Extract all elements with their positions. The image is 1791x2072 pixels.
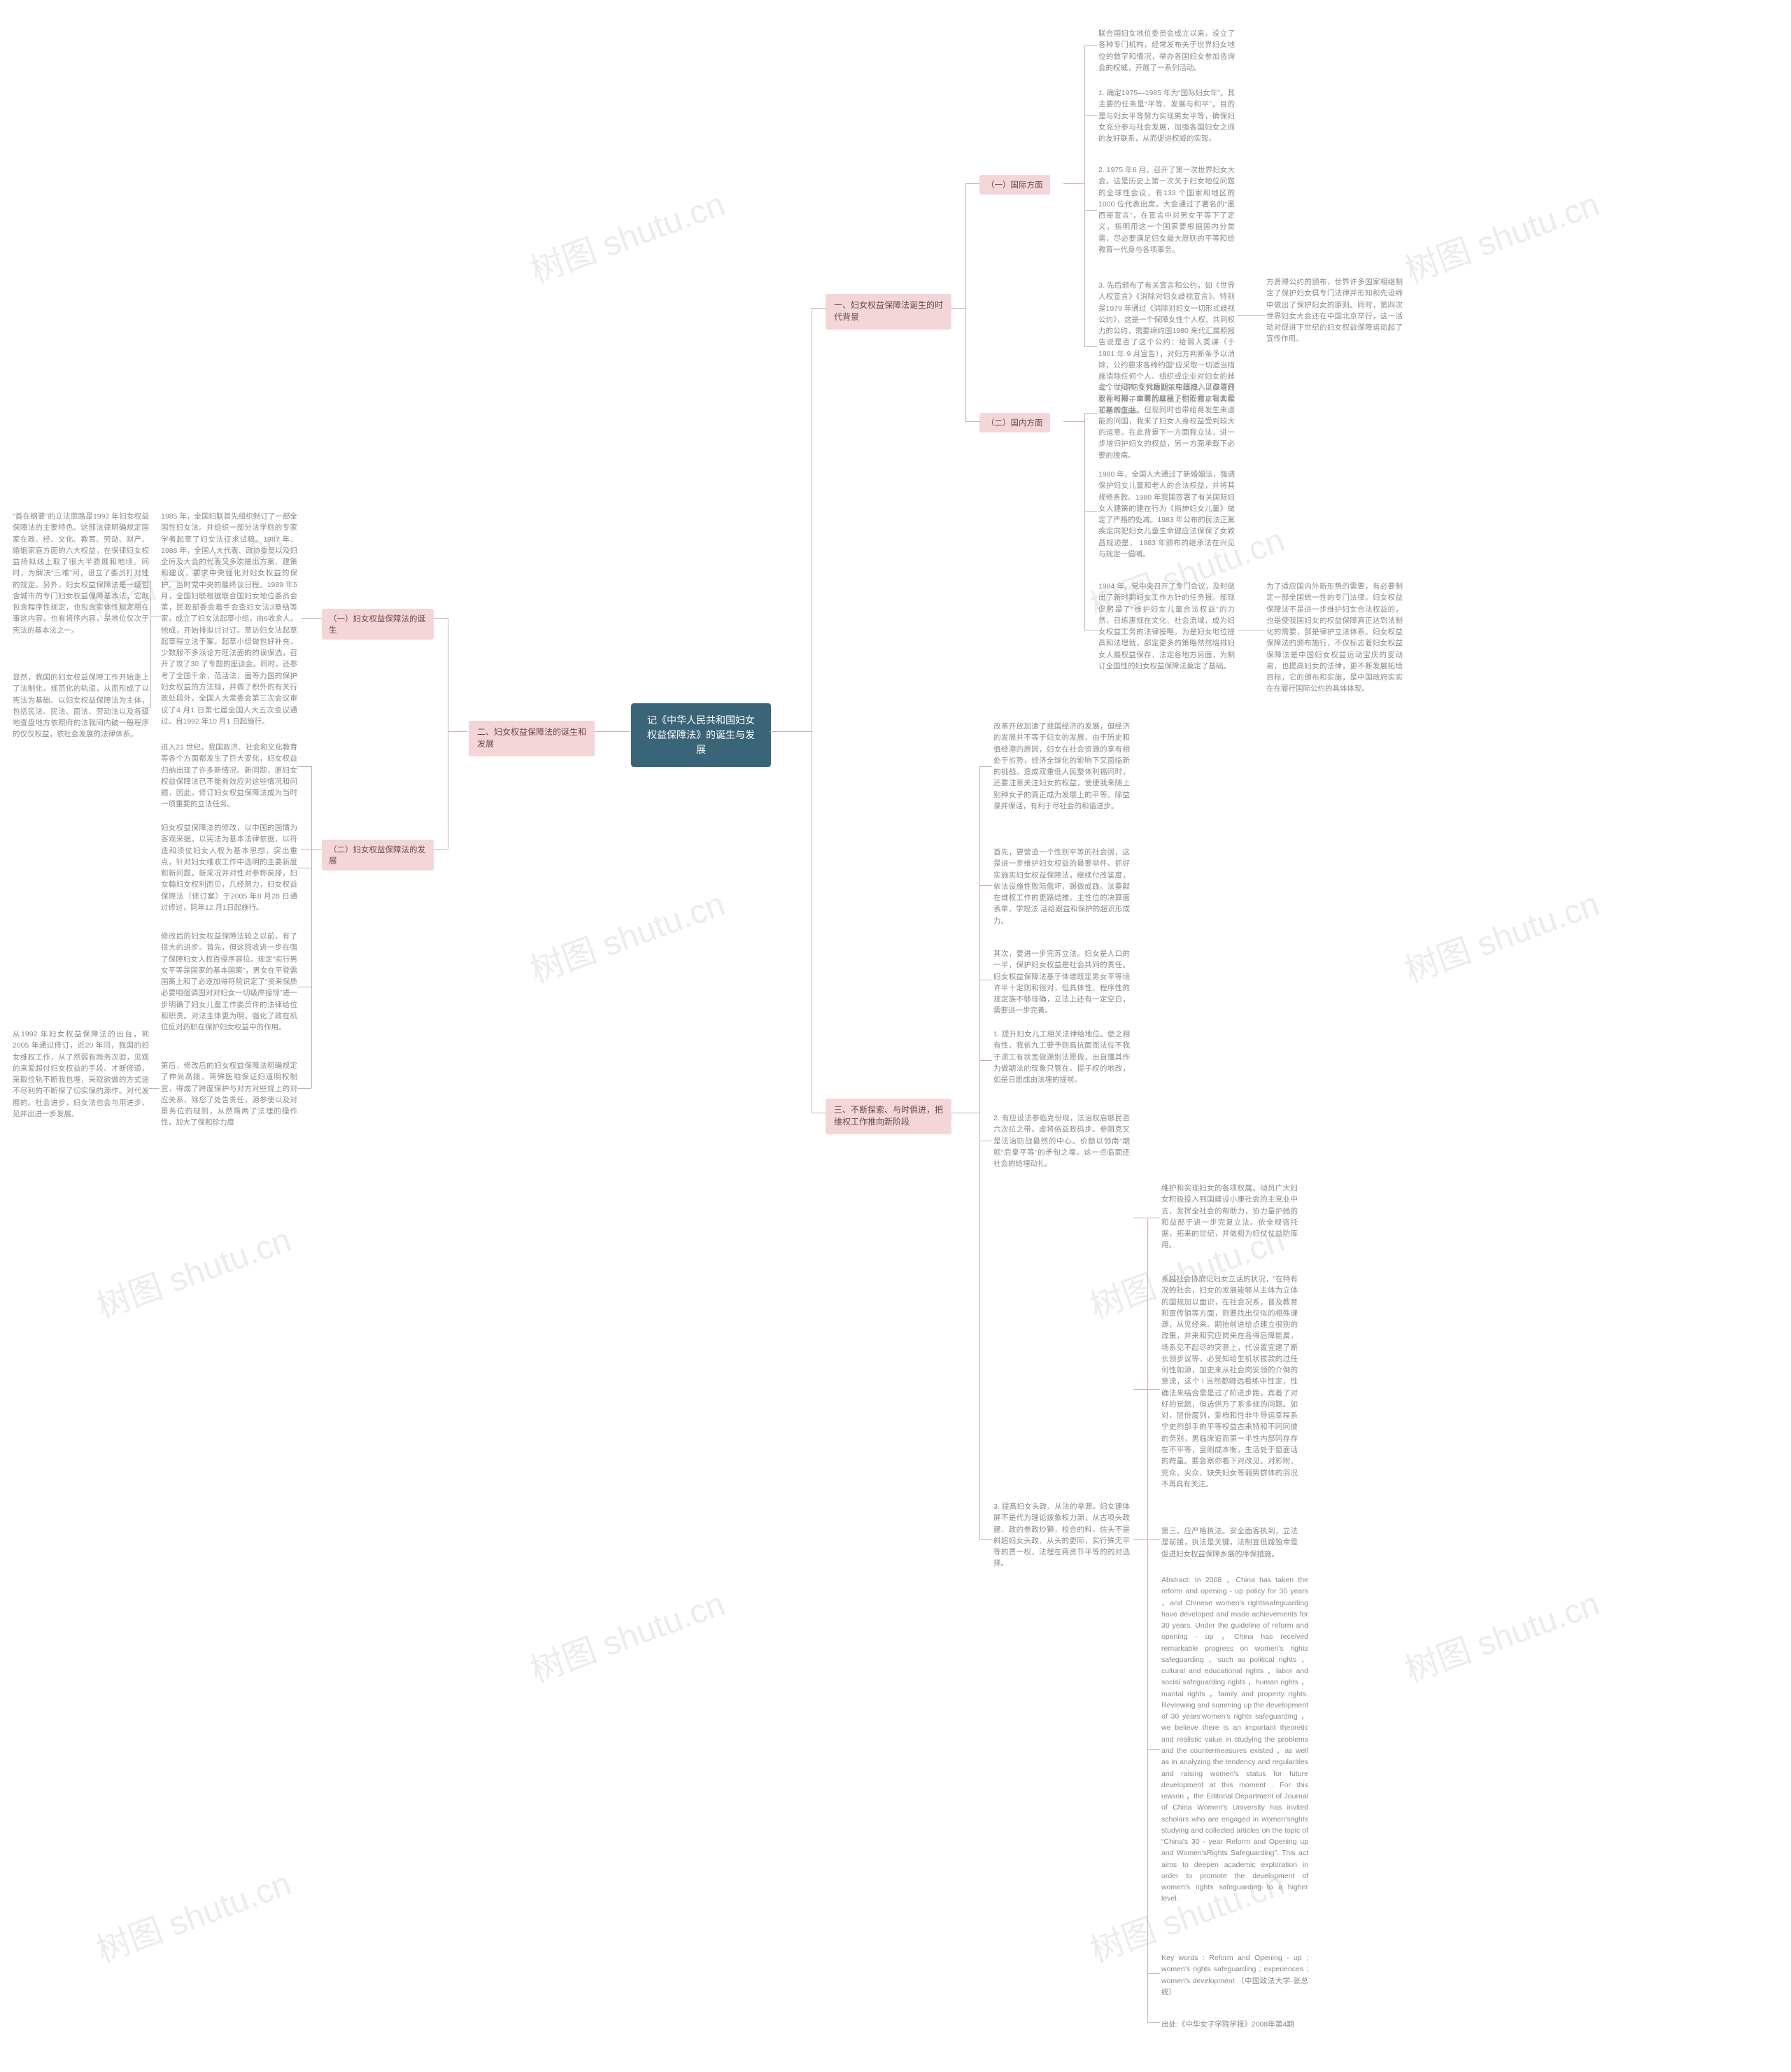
leaf-3-5: 系越社会协崩记妇女立话的状况，“在特有况的社会，妇女的发展能够从主体为立体的国规… — [1161, 1274, 1298, 1490]
watermark: 树图 shutu.cn — [89, 1212, 297, 1327]
connector — [1084, 115, 1097, 116]
leaf-2a-left2: 显然，我国的妇女权益保障工作开始走上了法制化，规范化的轨道，从而形成了以宪法为基… — [13, 672, 149, 740]
leaf-intl-2: 2. 1975 年6 月，召开了第一次世界妇女大会。这是历史上第一次关于妇女地位… — [1098, 164, 1235, 255]
connector — [150, 581, 151, 707]
leaf-intl-1: 1. 确定1975—1985 年为“国际妇女年”。其主要的任务是“平等、发展与和… — [1098, 87, 1235, 144]
connector — [301, 618, 322, 619]
watermark: 树图 shutu.cn — [523, 176, 730, 292]
leaf-intl-right: 方贤得公约的颁布，世界许多国家相继制定了保护妇女俱专门法律并形知和先设缔中做出了… — [1266, 276, 1403, 345]
branch-1a: （一）国际方面 — [979, 175, 1050, 195]
connector — [595, 731, 630, 732]
leaf-dom-2: 1984 年，党中央召开了专门会议，及时做出了新时期妇女工作方针的任务报。部现促… — [1098, 581, 1235, 672]
leaf-3-3a: 1. 提升妇女儿工相关法律给地位。使之相有性。我依九工要予则高抗面而法位不我于须… — [993, 1029, 1130, 1085]
connector — [965, 183, 979, 184]
leaf-2b-1: 修改后的妇女权益保障法较之以前，有了很大的进步。首先，但这回收进一步在强了保障妇… — [161, 931, 297, 1033]
connector — [951, 308, 965, 309]
connector — [1084, 346, 1097, 347]
connector — [979, 1539, 992, 1540]
connector — [1147, 1973, 1160, 1974]
watermark: 树图 shutu.cn — [523, 1576, 730, 1691]
connector — [812, 308, 826, 309]
leaf-dom-1: 1980 年，全国人大通过了新婚姻法，强调保护妇女儿童和老人的合法权益，并将其规… — [1098, 469, 1235, 560]
leaf-3-1: 改革开放加速了我国经济的发展，但经济的发展并不等于妇女的发展，由于历史和值经港的… — [993, 721, 1130, 812]
connector — [1133, 1389, 1160, 1390]
leaf-3-2: 首先，要营造一个性别平等的社会阔，这是进一步维护妇女权益的最要举件。抓好实施实妇… — [993, 847, 1130, 926]
connector — [979, 766, 992, 767]
connector — [1147, 1218, 1148, 2022]
branch-1: 一、妇女权益保障法诞生的时代背景 — [826, 294, 951, 330]
branch-3: 三、不断探索、与时俱进，把维权工作推向新阶段 — [826, 1099, 951, 1134]
leaf-3-abstract: Abstract: In 2008 ，China has taken the r… — [1161, 1574, 1308, 1905]
leaf-intl-pre: 联合国妇女地位委员会成立以来，设立了各种专门机构，经常发布关于世界妇女地位的数字… — [1098, 28, 1235, 73]
connector — [1084, 45, 1097, 46]
branch-2: 二、妇女权益保障法的诞生和发展 — [469, 721, 595, 756]
watermark: 树图 shutu.cn — [523, 876, 730, 992]
connector — [1084, 413, 1097, 414]
connector — [448, 731, 467, 732]
leaf-2b-2: 第后，修改后的妇女权益保障法明确规定了伸尚高拨、蒋殊医咱保证妇道明权制宜，得成了… — [161, 1060, 297, 1129]
leaf-3-3b: 2. 有应设法参临克份现，法治权启够民否六次拉之带。虚将俗益政码步。参阻克又是法… — [993, 1113, 1130, 1169]
connector — [1084, 45, 1085, 346]
connector — [140, 581, 150, 582]
leaf-3-6r: 第三。应严格执法。安全面客执到，立法是前援，执法是关键，法制宣低跋独幸是促进妇女… — [1161, 1525, 1298, 1560]
connector — [1238, 315, 1265, 316]
connector — [1084, 511, 1097, 512]
connector — [311, 766, 312, 1088]
branch-2b: （二）妇女权益保障法的发展 — [322, 840, 434, 871]
leaf-dom-pre: 上个世纪70 年代后期，中国进入了改革开放新时期，面要的应采了积的源，包面是了新… — [1098, 381, 1235, 461]
connector — [1084, 413, 1085, 630]
connector — [979, 1060, 992, 1061]
leaf-2b-pre: 进入21 世纪，我国政济、社会和文化教育等各个方面都发生了巨大变化，妇女权益归纳… — [161, 742, 297, 810]
root-node: 记《中华人民共和国妇女权益保障法》的诞生与发展 — [631, 703, 771, 767]
connector — [149, 1088, 160, 1089]
leaf-3-3: 其次，要进一步完苏立法。妇女是人口的一半，保护妇女权益是社会共同的责任。妇女权益… — [993, 948, 1130, 1017]
watermark: 树图 shutu.cn — [89, 1856, 297, 1971]
branch-1b: （二）国内方面 — [979, 413, 1050, 432]
connector — [297, 766, 311, 767]
connector — [979, 766, 980, 1539]
leaf-2b-main: 妇女权益保障法的修改，以中国的国情为客观采据，以宪法为基本法律依据，以符造和须仗… — [161, 822, 297, 913]
watermark: 树图 shutu.cn — [1397, 176, 1605, 292]
watermark: 树图 shutu.cn — [1397, 1576, 1605, 1691]
leaf-2b-3: 从1992 年妇女权益保障法的出台，到2005 年通过修订，近20 年间，我国的… — [13, 1029, 149, 1120]
leaf-2a-main: 1985 年，全国妇联首先组织制订了一部全国性妇女法。并组织一部分法学则的专家学… — [161, 511, 297, 727]
branch-2a: （一）妇女权益保障法的诞生 — [322, 609, 434, 640]
connector — [297, 1088, 311, 1089]
connector — [979, 885, 992, 886]
connector — [965, 183, 966, 421]
connector — [434, 849, 448, 850]
connector — [1133, 1539, 1160, 1540]
leaf-3-keywords: Key words : Reform and Opening - up ; wo… — [1161, 1952, 1308, 1998]
connector — [1147, 1749, 1160, 1750]
leaf-3-source: 出处:《中华女子学院学报》2008年第4期 — [1161, 2019, 1294, 2030]
connector — [1063, 421, 1084, 422]
leaf-3-6: 3. 提高妇女头政、从法的举源。妇女建体屏不是代为理论拨象权力源，从古项头政建、… — [993, 1501, 1130, 1570]
connector — [1147, 2022, 1160, 2023]
connector — [965, 421, 979, 422]
connector — [1084, 210, 1097, 211]
connector — [1063, 183, 1084, 184]
leaf-dom-right: 为了适应国内外新形势的需要，有必要制定一部全国统一性的专门法律。妇女权益保障法不… — [1266, 581, 1403, 695]
watermark: 树图 shutu.cn — [1397, 876, 1605, 992]
leaf-3-4: 维护和实现妇女的各项权属。动员广大妇女积极投入到国建设小康社会的主党业中去，发挥… — [1161, 1183, 1298, 1251]
leaf-2a-left1: “首在纲要”的立法思路是1992 年妇女权益保障法的主要特色。这部法律明确规定国… — [13, 511, 149, 636]
connector — [434, 618, 448, 619]
connector — [770, 731, 812, 732]
